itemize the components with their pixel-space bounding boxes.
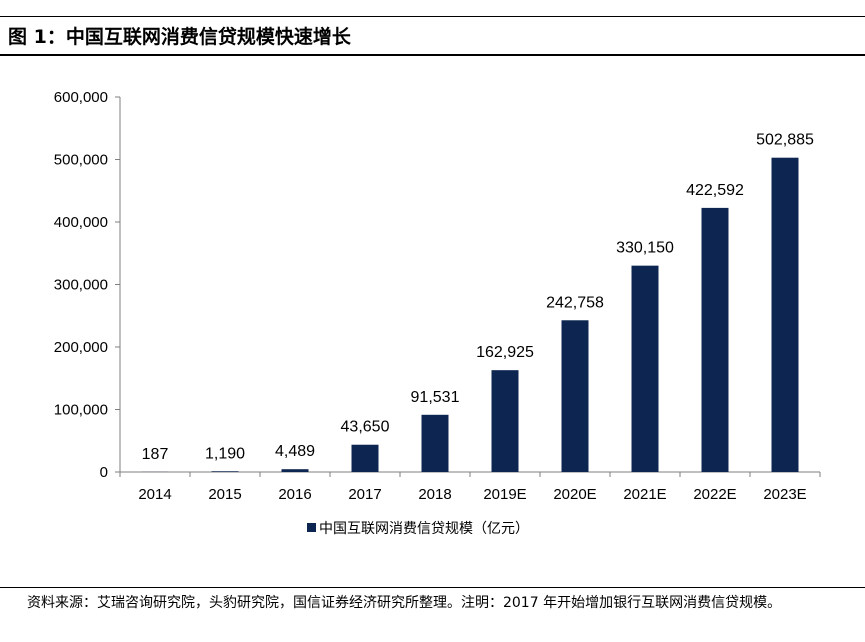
data-label: 91,531	[411, 389, 460, 406]
x-tick-label: 2015	[208, 486, 241, 503]
y-tick-label: 400,000	[54, 214, 108, 231]
header-top-rule	[0, 16, 865, 17]
bar	[631, 265, 659, 472]
y-tick-label: 300,000	[54, 277, 108, 294]
legend-label: 中国互联网消费信贷规模（亿元）	[319, 521, 529, 537]
x-tick-label: 2021E	[623, 486, 666, 503]
bar	[421, 414, 449, 472]
bar	[491, 370, 519, 472]
x-tick-label: 2014	[138, 486, 171, 503]
x-tick-label: 2019E	[483, 486, 526, 503]
data-label: 242,758	[546, 294, 604, 311]
source-note: 资料来源：艾瑞咨询研究院，头豹研究院，国信证券经济研究所整理。注明：2017 年…	[27, 595, 782, 611]
x-tick-label: 2017	[348, 486, 381, 503]
x-tick-label: 2016	[278, 486, 311, 503]
x-tick-label: 2023E	[763, 486, 806, 503]
data-label: 43,650	[341, 419, 390, 436]
y-tick-label: 200,000	[54, 339, 108, 356]
data-label: 330,150	[616, 240, 674, 257]
data-label: 187	[142, 446, 169, 463]
data-label: 502,885	[756, 132, 814, 149]
bar	[211, 471, 239, 472]
y-tick-label: 0	[100, 464, 108, 481]
footer-rule	[0, 587, 865, 588]
bar	[771, 157, 799, 472]
y-tick-label: 600,000	[54, 89, 108, 106]
bar-series	[141, 157, 799, 472]
x-tick-label: 2020E	[553, 486, 596, 503]
bar	[701, 207, 729, 472]
bar	[351, 444, 379, 472]
data-label: 162,925	[476, 344, 534, 361]
y-tick-label: 100,000	[54, 402, 108, 419]
data-label: 1,190	[205, 445, 245, 462]
x-tick-label: 2018	[418, 486, 451, 503]
data-label: 4,489	[275, 443, 315, 460]
legend: 中国互联网消费信贷规模（亿元）	[307, 521, 529, 537]
y-axis: 0 100,000 200,000 300,000 400,000 500,000 600,…	[54, 89, 121, 481]
x-axis: 2014 2015 2016 2017 2018 2019E 2020E 2021E 2022E…	[119, 471, 821, 503]
y-tick-label: 500,000	[54, 152, 108, 169]
x-tick-label: 2022E	[693, 486, 736, 503]
bar-chart: 0 100,000 200,000 300,000 400,000 500,000 600,…	[54, 89, 821, 537]
figure-header: 图 1：中国互联网消费信贷规模快速增长	[0, 0, 865, 58]
bar	[281, 469, 309, 472]
figure-title: 图 1：中国互联网消费信贷规模快速增长	[8, 26, 351, 48]
bar	[561, 320, 589, 472]
header-bottom-rule	[0, 54, 865, 56]
data-labels: 187 1,190 4,489 43,650 91,531 162,925 242,758 3…	[142, 132, 814, 463]
legend-swatch	[307, 523, 316, 532]
data-label: 422,592	[686, 182, 744, 199]
